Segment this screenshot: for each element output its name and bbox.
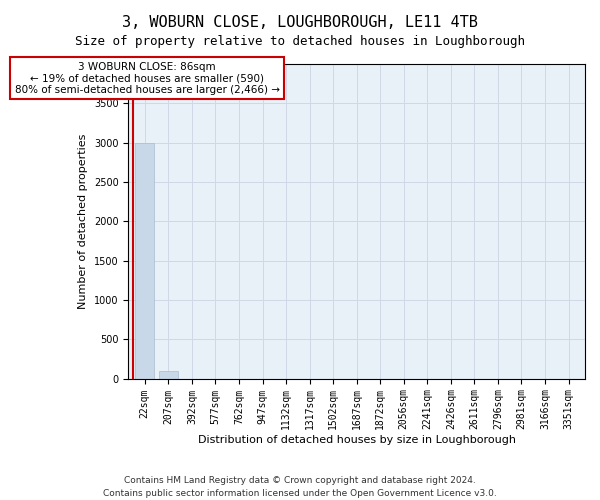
X-axis label: Distribution of detached houses by size in Loughborough: Distribution of detached houses by size … — [197, 435, 515, 445]
Text: Contains HM Land Registry data © Crown copyright and database right 2024.: Contains HM Land Registry data © Crown c… — [124, 476, 476, 485]
Text: 3, WOBURN CLOSE, LOUGHBOROUGH, LE11 4TB: 3, WOBURN CLOSE, LOUGHBOROUGH, LE11 4TB — [122, 15, 478, 30]
Text: Contains public sector information licensed under the Open Government Licence v3: Contains public sector information licen… — [103, 488, 497, 498]
Text: Size of property relative to detached houses in Loughborough: Size of property relative to detached ho… — [75, 35, 525, 48]
Bar — [159, 370, 178, 378]
Bar — [136, 142, 154, 378]
Text: 3 WOBURN CLOSE: 86sqm
← 19% of detached houses are smaller (590)
80% of semi-det: 3 WOBURN CLOSE: 86sqm ← 19% of detached … — [14, 62, 280, 95]
Y-axis label: Number of detached properties: Number of detached properties — [78, 134, 88, 309]
